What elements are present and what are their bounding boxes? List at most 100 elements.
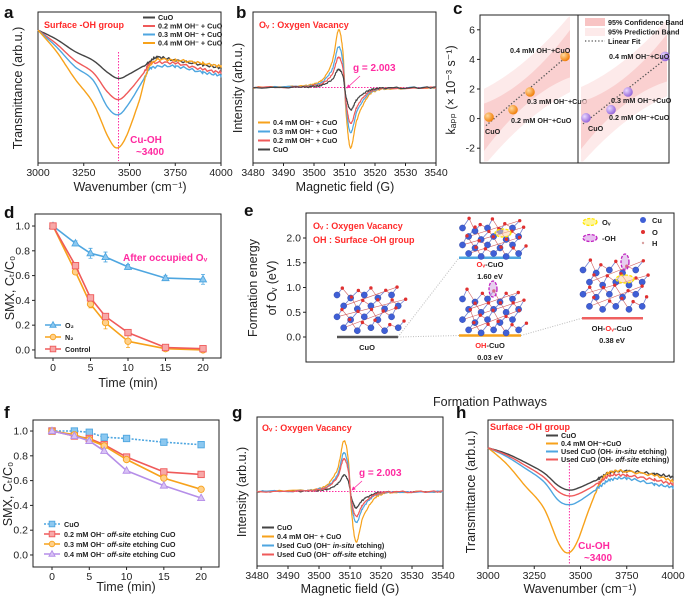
e-level-rest-part: -CuO — [485, 260, 503, 269]
c-data-point — [581, 113, 591, 123]
b-series-line — [252, 68, 436, 111]
panel-label-c: c — [453, 0, 462, 18]
o-atom — [503, 221, 507, 226]
o-atom — [394, 306, 398, 310]
cu-atom — [509, 316, 516, 323]
e-oh-ring — [488, 280, 498, 298]
g-x-tick-label: 3530 — [400, 570, 424, 582]
d-data-point — [161, 273, 170, 282]
f-y-tick-label: 0.8 — [13, 450, 28, 462]
a-x-tick-label: 3000 — [26, 167, 50, 179]
panel-label-e: e — [244, 201, 253, 220]
o-atom — [373, 318, 377, 322]
cu-atom — [586, 278, 593, 286]
o-atom — [641, 259, 646, 263]
cu-atom — [459, 316, 466, 323]
o-atom — [613, 283, 617, 287]
d-data-point — [71, 262, 80, 270]
o-atom — [477, 239, 481, 243]
f-x-tick-label: 10 — [121, 571, 133, 583]
b-x-tick-label: 3510 — [333, 167, 357, 179]
f-y-tick-label: 1.0 — [13, 426, 28, 438]
cu-atom — [333, 291, 341, 299]
cu-atom — [360, 313, 368, 321]
c-legend-label: 95% Prediction Band — [608, 28, 680, 37]
bond — [589, 260, 644, 283]
o-atom — [340, 307, 344, 312]
a-series-line — [37, 29, 222, 116]
o-atom — [646, 273, 650, 277]
e-pathway-connector — [397, 257, 460, 338]
e-structure-ov-cuo — [459, 216, 528, 260]
cu-atom — [638, 278, 646, 286]
e-level-rest-part: -CuO — [614, 324, 632, 333]
e-structure-oh-ov-cuo — [579, 258, 650, 313]
italic-part: in-situ — [615, 447, 637, 456]
f-legend-marker — [48, 520, 56, 528]
c-legend-prediction-swatch — [585, 28, 605, 36]
f-data-point — [85, 436, 94, 444]
o-atom — [620, 296, 624, 301]
f-data-point — [159, 480, 169, 489]
cu-atom — [484, 241, 491, 249]
h-series-line — [487, 447, 674, 506]
f-ylabel: SMX, Cₜ/C₀ — [1, 462, 15, 526]
f-data-point — [122, 434, 131, 443]
f-data-point — [99, 446, 109, 454]
d-y-tick-label: 1.0 — [15, 221, 30, 233]
f-x-tick-label: 15 — [158, 571, 170, 583]
h-peak-value: ~3400 — [584, 553, 613, 564]
o-atom — [504, 291, 508, 296]
a-legend-label: CuO — [158, 13, 174, 22]
o-atom — [473, 225, 477, 229]
f-y-tick-label: 0.4 — [13, 500, 28, 512]
cu-atom — [340, 302, 347, 310]
g-xlabel: Magnetic field (G) — [301, 582, 400, 596]
c-y-tick-label: 4 — [469, 54, 475, 66]
italic-part: in-situ — [333, 541, 355, 550]
o-atom — [634, 276, 638, 280]
e-level-oh-cuo-label: OH-CuO — [475, 341, 505, 350]
o-atom — [487, 229, 491, 234]
o-atom — [614, 259, 618, 264]
a-x-tick-label: 4000 — [209, 167, 233, 179]
a-peak-label: Cu-OH — [130, 135, 162, 146]
g-g-label: g = 2.003 — [359, 468, 402, 479]
b-g-arrow — [346, 75, 361, 89]
d-legend-marker — [49, 345, 57, 353]
panel-label-d: d — [4, 203, 14, 222]
g-legend-label: Used CuO (OH⁻ in-situ etching) — [277, 541, 385, 550]
o-atom — [486, 322, 490, 326]
e-legend-oh-marker: -OH — [602, 234, 616, 243]
h-x-tick-label: 3500 — [569, 570, 593, 582]
b-title: Oᵥ : Oxygen Vacancy — [259, 20, 349, 30]
d-x-tick-label: 5 — [88, 362, 94, 374]
g-title: Oᵥ : Oxygen Vacancy — [262, 423, 352, 433]
f-data-point — [196, 493, 206, 501]
cu-atom — [612, 303, 620, 310]
c-point-label: CuO — [485, 127, 501, 136]
g-legend-label: 0.4 mM OH⁻ + CuO — [277, 532, 342, 541]
cu-atom-icon — [640, 217, 646, 223]
o-atom — [644, 295, 649, 299]
d-legend-marker — [49, 320, 57, 328]
cu-atom — [333, 313, 341, 321]
g-ylabel: Intensity (arb.u.) — [235, 447, 249, 537]
o-atom — [499, 245, 503, 249]
b-x-tick-label: 3530 — [394, 167, 418, 179]
o-atom — [605, 274, 609, 278]
cu-atom — [490, 326, 497, 334]
e-structure-cuo — [333, 285, 408, 335]
e-pathway-connector — [520, 317, 583, 336]
d-x-tick-label: 15 — [160, 362, 172, 374]
o-atom — [381, 309, 385, 313]
cu-atom — [459, 295, 466, 303]
a-ylabel: Transmittance (arb.u.) — [11, 27, 25, 150]
o-atom — [601, 285, 606, 290]
o-atom — [486, 301, 491, 305]
o-atom — [361, 298, 365, 303]
c-ylabel: kₐₚₚ (× 10⁻³ s⁻¹) — [444, 45, 458, 134]
o-atom — [626, 288, 630, 293]
o-atom — [403, 297, 408, 301]
d-data-point — [101, 252, 110, 261]
